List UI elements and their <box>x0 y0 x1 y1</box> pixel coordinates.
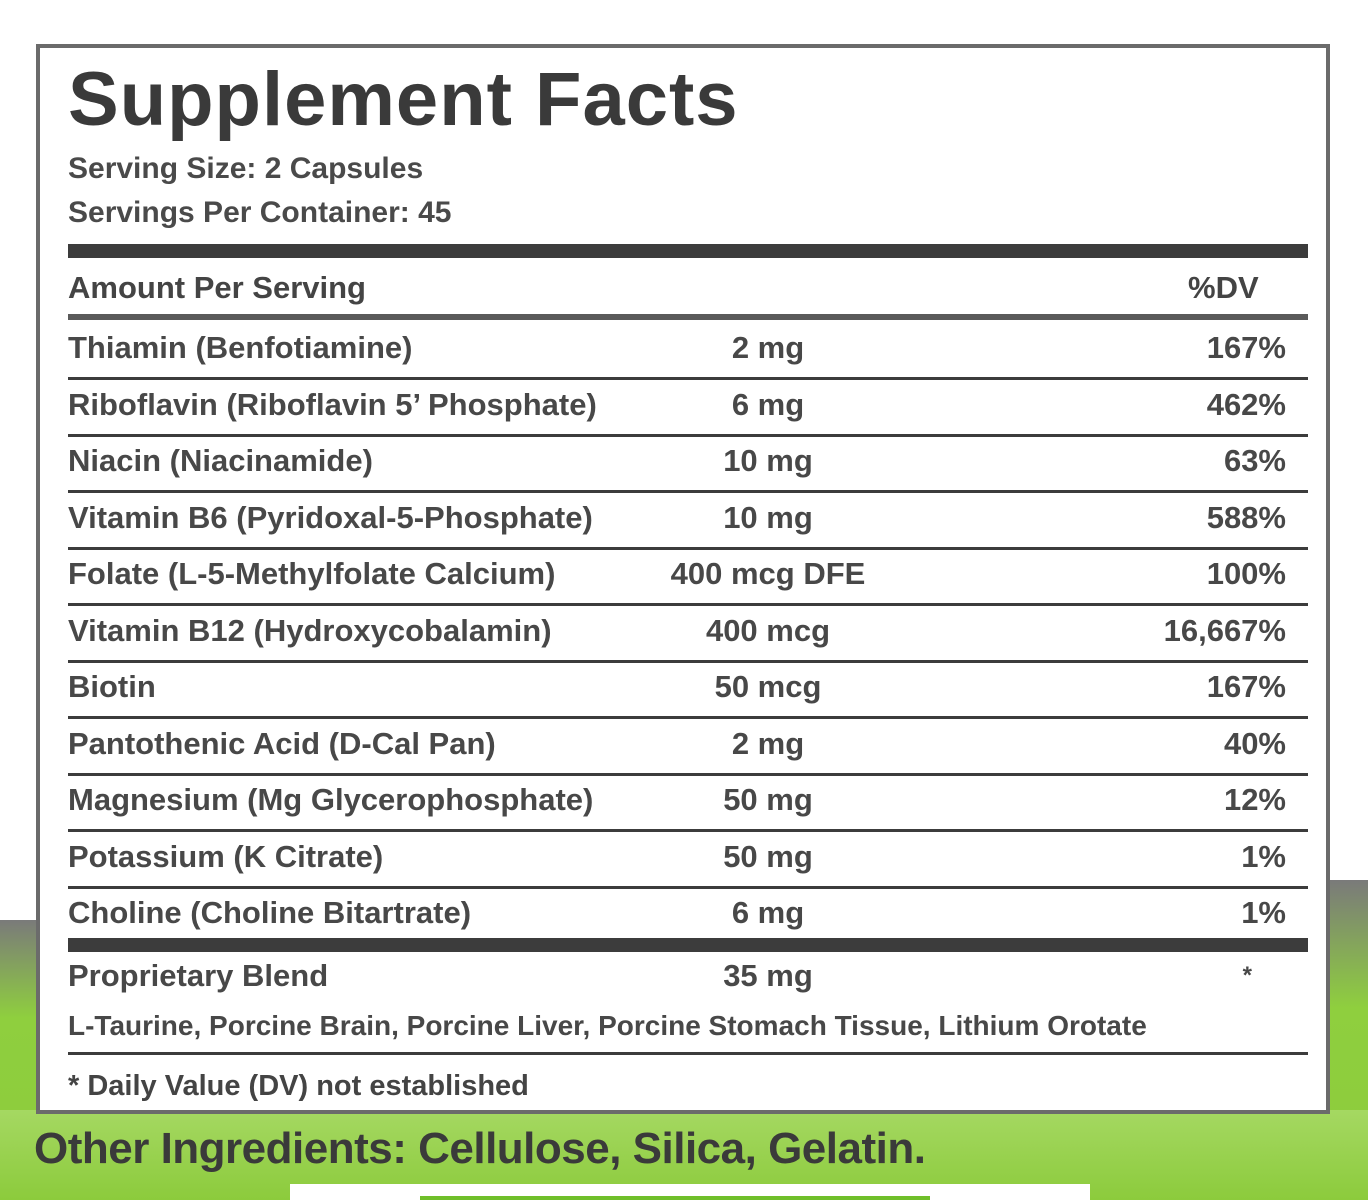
nutrient-name: Niacin (Niacinamide) <box>68 443 373 478</box>
nutrient-dv: 167% <box>1206 669 1286 704</box>
proprietary-blend-row: Proprietary Blend 35 mg * <box>68 954 1308 1006</box>
nutrient-name: Pantothenic Acid (D-Cal Pan) <box>68 725 496 761</box>
nutrient-name: Choline (Choline Bitartrate) <box>68 895 472 930</box>
other-ingredients: Other Ingredients: Cellulose, Silica, Ge… <box>34 1124 926 1173</box>
nutrient-amount: 400 mcg <box>705 612 831 648</box>
nutrient-dv: 1% <box>1241 895 1286 930</box>
table-row: Thiamin (Benfotiamine) 2 mg 167% <box>68 324 1308 380</box>
nutrient-name: Vitamin B6 (Pyridoxal-5-Phosphate) <box>68 499 593 535</box>
nutrient-name: Thiamin (Benfotiamine) <box>68 330 413 365</box>
nutrient-amount: 2 mg <box>731 725 805 761</box>
panel-title: Supplement Facts <box>68 57 739 142</box>
nutrient-name: Riboflavin (Riboflavin 5’ Phosphate) <box>68 386 597 422</box>
nutrient-amount: 2 mg <box>731 330 805 365</box>
nutrient-amount: 50 mg <box>723 782 813 817</box>
table-row: Vitamin B12 (Hydroxycobalamin) 400 mcg 16,… <box>68 607 1308 663</box>
nutrient-name: Folate (L-5-Methylfolate Calcium) <box>68 556 556 591</box>
dv-footnote: * Daily Value (DV) not established <box>68 1070 529 1102</box>
divider-thick <box>68 244 1308 258</box>
nutrient-dv: 100% <box>1206 556 1286 591</box>
table-row: Potassium (K Citrate) 50 mg 1% <box>68 833 1308 889</box>
nutrient-name: Potassium (K Citrate) <box>68 838 384 874</box>
nutrient-name: Magnesium (Mg Glycerophosphate) <box>68 782 594 817</box>
nutrient-name: Biotin <box>68 669 156 704</box>
nutrient-amount: 6 mg <box>731 386 805 422</box>
divider-thin <box>68 1052 1308 1055</box>
nutrient-dv: 63% <box>1223 443 1286 478</box>
table-row: Vitamin B6 (Pyridoxal-5-Phosphate) 10 mg 5… <box>68 494 1308 550</box>
blend-ingredients: L-Taurine, Porcine Brain, Porcine Liver,… <box>68 1010 1147 1041</box>
nutrient-amount: 400 mcg DFE <box>670 556 866 591</box>
dv-header: %DV <box>1188 270 1259 305</box>
table-row: Riboflavin (Riboflavin 5’ Phosphate) 6 mg… <box>68 381 1308 437</box>
amount-per-serving-header: Amount Per Serving <box>68 270 366 305</box>
divider-thick <box>68 938 1308 952</box>
blend-amount: 35 mg <box>723 958 813 993</box>
nutrient-dv: 167% <box>1206 330 1286 365</box>
nutrient-dv: 12% <box>1223 782 1286 817</box>
blend-name: Proprietary Blend <box>68 958 329 993</box>
nutrient-dv: 1% <box>1241 838 1286 874</box>
nutrient-dv: 462% <box>1206 386 1286 422</box>
nutrient-amount: 6 mg <box>731 895 805 930</box>
nutrient-dv: 40% <box>1223 725 1286 761</box>
supplement-facts-panel: Supplement Facts Serving Size: 2 Capsule… <box>36 44 1330 1114</box>
nutrient-amount: 50 mg <box>723 838 813 874</box>
servings-per-container: Servings Per Container: 45 <box>68 196 452 229</box>
divider-medium <box>68 314 1308 320</box>
table-row: Pantothenic Acid (D-Cal Pan) 2 mg 40% <box>68 720 1308 776</box>
background-green-bar <box>420 1196 930 1200</box>
nutrient-amount: 10 mg <box>723 499 813 535</box>
table-row: Magnesium (Mg Glycerophosphate) 50 mg 12% <box>68 776 1308 832</box>
nutrient-dv: 588% <box>1206 499 1286 535</box>
nutrient-amount: 50 mcg <box>714 669 822 704</box>
serving-size: Serving Size: 2 Capsules <box>68 152 424 185</box>
table-row: Biotin 50 mcg 167% <box>68 663 1308 719</box>
table-row: Choline (Choline Bitartrate) 6 mg 1% <box>68 889 1308 945</box>
nutrient-amount: 10 mg <box>723 443 813 478</box>
table-row: Folate (L-5-Methylfolate Calcium) 400 mcg… <box>68 550 1308 606</box>
nutrient-dv: 16,667% <box>1163 612 1286 648</box>
blend-dv: * <box>1242 962 1252 989</box>
table-row: Niacin (Niacinamide) 10 mg 63% <box>68 437 1308 493</box>
nutrient-name: Vitamin B12 (Hydroxycobalamin) <box>68 612 552 648</box>
